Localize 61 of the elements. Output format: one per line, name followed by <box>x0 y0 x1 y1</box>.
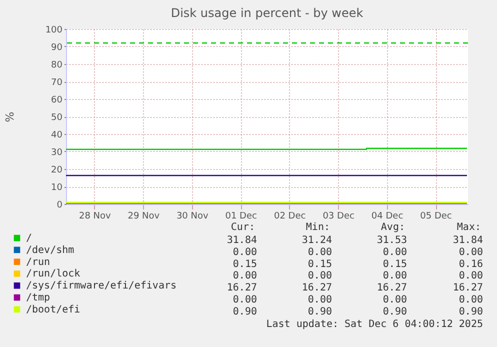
legend-label: /sys/firmware/efi/efivars <box>26 280 177 292</box>
x-tick-label: 02 Dec <box>274 212 306 222</box>
chart-title: Disk usage in percent - by week <box>170 6 364 20</box>
y-tick-label: 90 <box>51 43 63 53</box>
x-tick-label: 28 Nov <box>78 212 112 222</box>
text: 0.15 <box>308 258 332 270</box>
text: 0.00 <box>308 246 332 258</box>
text: 16.27 <box>376 282 407 294</box>
y-tick-label: 80 <box>51 60 63 70</box>
text: 0.15 <box>382 258 407 270</box>
y-axis-title: % <box>3 112 16 122</box>
text: 0.00 <box>232 270 257 282</box>
legend-label: /tmp <box>26 292 50 304</box>
y-tick-label: 50 <box>51 113 63 123</box>
x-tick-label: 03 Dec <box>322 212 354 222</box>
text: 0.00 <box>458 270 483 282</box>
text: 0.90 <box>232 306 257 318</box>
x-tick-label: 05 Dec <box>420 212 452 222</box>
text: 0.00 <box>382 246 407 258</box>
text: 0.16 <box>458 258 483 270</box>
x-tick-label: 30 Nov <box>176 212 209 222</box>
text: 0.15 <box>232 258 257 270</box>
text: 0.00 <box>382 270 407 282</box>
text: 16.27 <box>226 282 257 294</box>
y-tick-label: 0 <box>56 200 63 210</box>
text: 31.53 <box>376 235 407 246</box>
y-tick-label: 30 <box>51 148 63 158</box>
y-tick-label: 100 <box>45 26 63 36</box>
text: 0.00 <box>308 270 332 282</box>
text: Min: <box>306 222 330 233</box>
x-tick-label: 01 Dec <box>225 212 258 222</box>
legend-label: /dev/shm <box>26 244 74 256</box>
text: 31.84 <box>452 235 483 246</box>
text: Last update: Sat Dec 6 04:00:12 2025 <box>266 319 483 330</box>
text: 0.00 <box>232 294 257 306</box>
text: 0.00 <box>308 294 332 306</box>
x-tick-label: 04 Dec <box>371 212 404 222</box>
legend-label: / <box>26 233 32 244</box>
text: Max: <box>456 222 481 233</box>
y-tick-label: 60 <box>51 96 63 106</box>
text: 31.84 <box>226 235 257 246</box>
y-tick-label: 40 <box>51 130 63 140</box>
text: 0.00 <box>458 246 483 258</box>
text: 0.90 <box>458 306 483 318</box>
text: 0.00 <box>382 294 407 306</box>
legend-label: /run <box>26 256 50 268</box>
text: 0.90 <box>308 306 332 318</box>
text: 31.24 <box>302 235 332 246</box>
text: Cur: <box>230 222 255 233</box>
text: 16.27 <box>452 282 483 294</box>
y-tick-label: 70 <box>51 78 63 88</box>
legend-label: /boot/efi <box>26 304 80 316</box>
text: 0.00 <box>458 294 483 306</box>
y-tick-label: 20 <box>51 166 63 176</box>
text: 16.27 <box>302 282 332 294</box>
text: Avg: <box>380 222 405 233</box>
text: 0.90 <box>382 306 407 318</box>
x-tick-label: 29 Nov <box>128 212 160 222</box>
text: 0.00 <box>232 246 257 258</box>
legend-label: /run/lock <box>26 268 80 280</box>
y-tick-label: 10 <box>51 183 63 193</box>
